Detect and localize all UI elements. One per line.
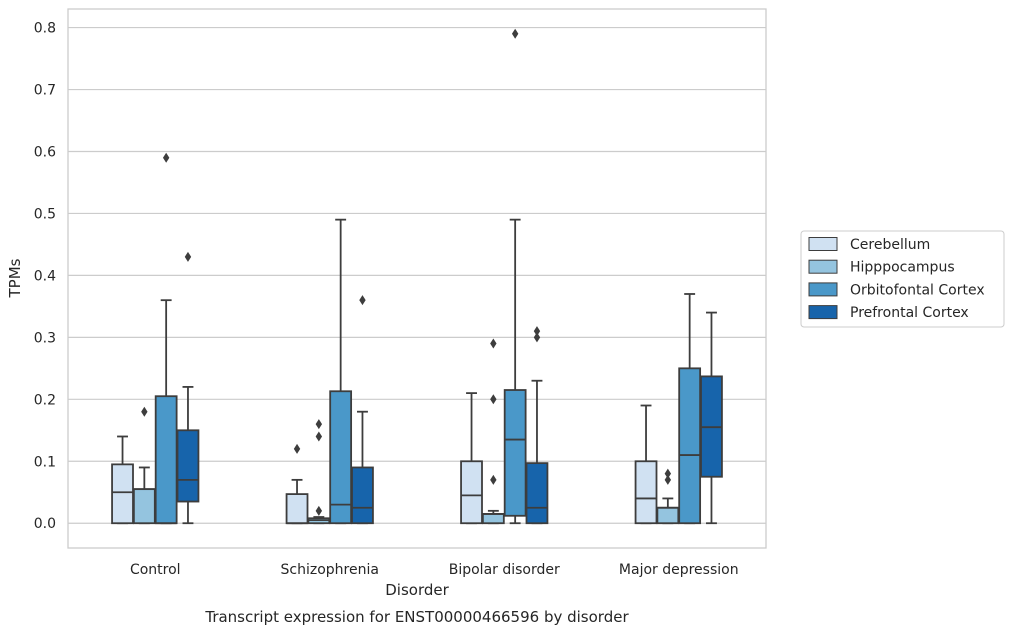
y-tick-labels: 0.0 0.1 0.2 0.3 0.4 0.5 0.6 0.7 0.8 [34,21,56,533]
plot-frame [67,8,767,549]
box-body [460,460,483,525]
outlier-point [490,338,497,349]
box-body [132,488,156,525]
box-1-0 [132,406,156,525]
y-axis-label: TPMs [6,258,24,298]
box-body [525,462,549,525]
y-tick-label: 0.4 [34,268,56,284]
outlier-point [315,419,323,430]
box-0-1 [285,443,309,525]
legend-item: Prefrontal Cortex [808,305,969,321]
x-tick-label: Control [130,562,181,578]
x-tick-label: Schizophrenia [281,562,379,578]
legend-swatch [808,282,838,297]
legend-label: Prefrontal Cortex [850,305,969,321]
outlier-point [664,474,672,485]
box-1-3 [656,468,680,525]
box-0-2 [460,392,483,525]
outlier-point [141,406,148,417]
box-0-0 [111,435,134,525]
outlier-point [315,505,323,516]
outlier-point [664,468,672,479]
x-tick-label: Bipolar disorder [449,562,560,578]
outlier-point [315,431,323,442]
legend-frame [800,230,1005,328]
outlier-point [490,474,497,485]
box-3-2 [525,326,549,525]
chart-caption: Transcript expression for ENST0000046659… [204,608,629,626]
y-tick-label: 0.2 [34,392,56,408]
y-tick-label: 0.5 [34,206,56,222]
outlier-point [533,326,541,337]
box-2-2 [503,28,527,525]
outlier-point [533,332,541,343]
y-tick-label: 0.1 [34,454,56,470]
outlier-point [511,28,519,39]
legend-swatch [808,259,838,274]
box-1-1 [307,419,331,525]
x-tick-labels: Control Schizophrenia Bipolar disorder Majo… [130,562,739,578]
box-2-3 [678,293,702,525]
legend-items: Cerebellum Hipppocampus Orbitofontal Corte… [808,237,985,321]
y-tick-label: 0.3 [34,330,56,346]
box-3-0 [176,251,200,525]
legend-item: Orbitofontal Cortex [808,282,985,298]
box-layer [111,28,723,525]
legend: Cerebellum Hipppocampus Orbitofontal Corte… [800,230,1005,328]
y-tick-label: 0.6 [34,144,56,160]
legend-item: Cerebellum [808,237,930,253]
box-body [111,463,134,525]
box-1-2 [481,338,505,525]
box-body [656,506,680,525]
legend-item: Hipppocampus [808,259,955,276]
box-3-1 [351,295,374,525]
outlier-point [184,251,192,262]
outlier-point [490,394,497,405]
box-body [329,390,353,525]
y-tick-label: 0.0 [34,516,56,532]
box-body [678,367,702,525]
y-tick-label: 0.8 [34,21,56,37]
legend-label: Hipppocampus [850,260,955,276]
outlier-point [162,152,170,163]
box-3-3 [700,311,723,525]
x-axis-label: Disorder [385,581,449,599]
outlier-point [359,295,366,306]
legend-label: Cerebellum [850,237,930,253]
box-body [176,429,200,503]
box-body [503,389,527,517]
box-body [285,493,309,525]
legend-swatch [808,305,838,320]
box-body [634,460,658,525]
legend-swatch [808,237,838,251]
box-body [154,395,178,525]
box-0-3 [634,404,658,525]
box-2-1 [329,218,353,525]
y-tick-label: 0.7 [34,83,56,99]
box-body [351,466,374,525]
box-body [481,513,505,525]
x-tick-label: Major depression [619,562,739,578]
outlier-point [293,443,301,454]
legend-label: Orbitofontal Cortex [850,282,985,298]
